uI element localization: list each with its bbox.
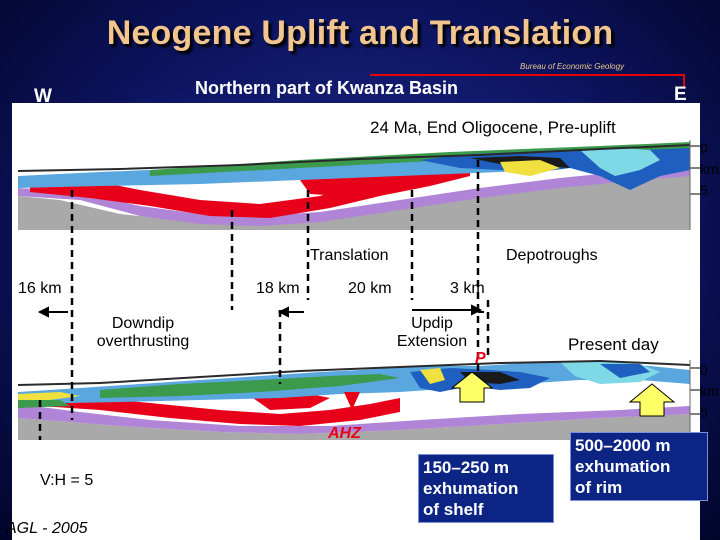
rim-exhumation-box: 500–2000 m exhumation of rim [570, 432, 708, 501]
top-depth-5: 5 [700, 182, 708, 198]
bottom-depth-5: 5 [700, 404, 708, 420]
updip-line2: Extension [396, 333, 468, 350]
bottom-depth-0: 0 [700, 362, 708, 378]
distance-arrows [37, 304, 484, 318]
shelf-line3: of shelf [423, 500, 484, 519]
scale-label: V:H = 5 [40, 472, 94, 489]
updip-line1: Updip [411, 315, 453, 332]
top-cross-section [18, 140, 700, 230]
top-depth-0: 0 [700, 140, 708, 156]
page-title: Neogene Uplift and Translation [106, 14, 614, 52]
header-rule-tick [683, 74, 685, 88]
ahz-arrow [344, 392, 360, 410]
bottom-depth-scale: 0 km 5 [700, 360, 719, 423]
east-label: E [674, 84, 687, 105]
top-depth-unit: km [700, 161, 719, 177]
header-rule [370, 74, 685, 76]
credit-label: AGL - 2005 [6, 520, 88, 537]
top-depth-scale: 0 km 5 [700, 138, 719, 201]
depotroughs-label: Depotroughs [506, 247, 598, 264]
affiliation-label: Bureau of Economic Geology [520, 62, 625, 71]
downdip-line2: overthrusting [96, 333, 190, 350]
updip-label: Updip Extension [384, 315, 480, 351]
translation-connectors [38, 160, 490, 440]
shelf-line2: exhumation [423, 479, 519, 498]
downdip-label: Downdip overthrusting [80, 315, 206, 351]
distance-20km: 20 km [348, 280, 392, 297]
rim-line2: exhumation [575, 457, 671, 476]
rim-line3: of rim [575, 478, 623, 497]
shelf-line1: 150–250 m [423, 458, 510, 477]
bottom-depth-unit: km [700, 383, 719, 399]
west-label: W [34, 86, 52, 107]
translation-label: Translation [310, 247, 389, 264]
distance-16km: 16 km [18, 280, 62, 297]
present-day-label: Present day [568, 335, 659, 354]
subtitle: Northern part of Kwanza Basin [195, 78, 459, 98]
ahz-label: AHZ [328, 425, 361, 442]
downdip-line1: Downdip [111, 315, 175, 332]
distance-18km: 18 km [256, 280, 300, 297]
rim-line1: 500–2000 m [575, 436, 671, 455]
top-caption: 24 Ma, End Oligocene, Pre-uplift [370, 118, 616, 137]
p-marker: P [475, 350, 486, 367]
shelf-exhumation-box: 150–250 m exhumation of shelf [418, 454, 554, 523]
bottom-cross-section [18, 360, 700, 440]
distance-3km: 3 km [450, 280, 485, 297]
uplift-arrows [450, 371, 676, 417]
